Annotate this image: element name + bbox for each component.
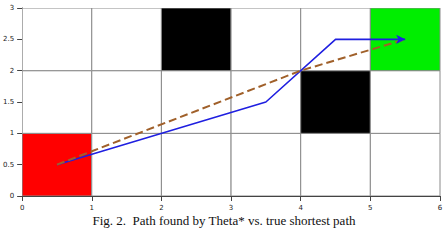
svg-text:0: 0 <box>10 192 14 200</box>
svg-text:4: 4 <box>298 204 303 212</box>
svg-text:2: 2 <box>10 67 14 75</box>
svg-text:Fig. 2. Path found by Theta*: Fig. 2. Path found by Theta* vs. true sh… <box>93 213 356 228</box>
svg-text:1.5: 1.5 <box>3 98 14 106</box>
svg-text:0.5: 0.5 <box>3 161 14 169</box>
svg-text:5: 5 <box>368 204 372 212</box>
svg-text:1: 1 <box>10 129 14 137</box>
svg-text:2.5: 2.5 <box>3 35 14 43</box>
svg-text:3: 3 <box>229 204 233 212</box>
svg-text:2: 2 <box>159 204 163 212</box>
svg-text:1: 1 <box>90 204 94 212</box>
svg-text:3: 3 <box>10 4 14 12</box>
svg-text:0: 0 <box>20 204 24 212</box>
svg-text:6: 6 <box>438 204 443 212</box>
